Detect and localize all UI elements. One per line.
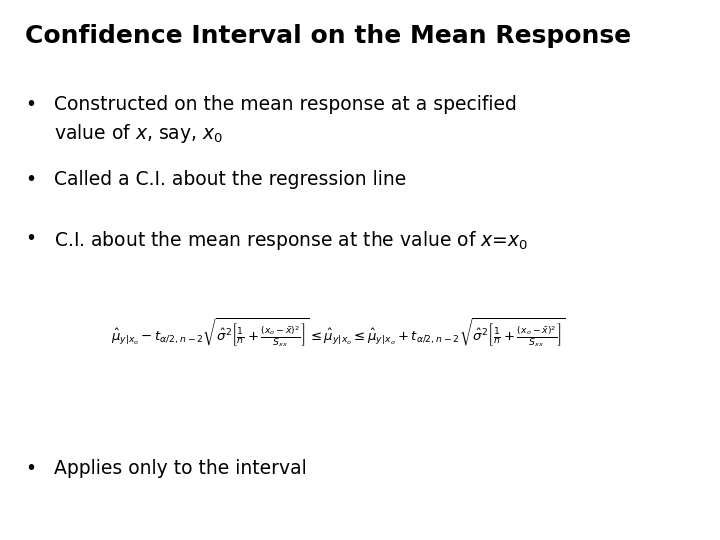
Text: Applies only to the interval: Applies only to the interval xyxy=(54,459,307,478)
Text: Called a C.I. about the regression line: Called a C.I. about the regression line xyxy=(54,170,406,189)
Text: Constructed on the mean response at a specified
value of $x$, say, $x_0$: Constructed on the mean response at a sp… xyxy=(54,94,517,145)
Text: C.I. about the mean response at the value of $x$=$x_0$: C.I. about the mean response at the valu… xyxy=(54,230,528,253)
Text: •: • xyxy=(25,94,36,113)
Text: $\hat{\mu}_{y|x_o} - t_{\alpha/2,n-2}\sqrt{\hat{\sigma}^2\left[\frac{1}{n}+\frac: $\hat{\mu}_{y|x_o} - t_{\alpha/2,n-2}\sq… xyxy=(111,316,566,348)
Text: •: • xyxy=(25,170,36,189)
Text: Confidence Interval on the Mean Response: Confidence Interval on the Mean Response xyxy=(25,24,631,48)
Text: •: • xyxy=(25,459,36,478)
Text: •: • xyxy=(25,230,36,248)
